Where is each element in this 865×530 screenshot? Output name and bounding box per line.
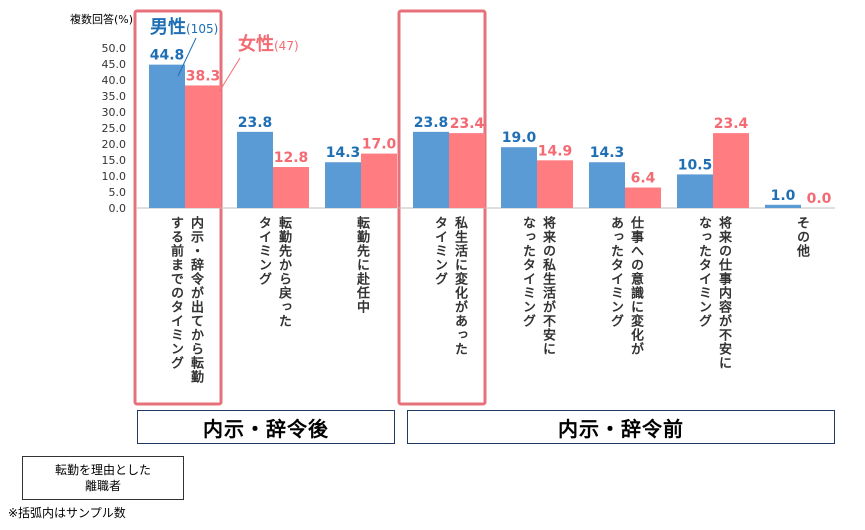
category-label-line: あったタイミング	[608, 216, 623, 328]
y-tick-label: 40.0	[102, 74, 127, 87]
category-label-line: 転勤先に赴任中	[354, 216, 369, 314]
category-label-line: 私生活に変化があった	[452, 216, 467, 356]
category-label: その他	[791, 216, 811, 258]
category-label-line: タイミング	[432, 216, 447, 286]
bar-male	[765, 204, 801, 208]
data-label: 0.0	[807, 191, 832, 207]
bar-female	[273, 167, 309, 208]
data-label: 14.3	[590, 145, 625, 161]
data-label: 23.4	[450, 116, 485, 132]
category-label: 私生活に変化があった タイミング	[429, 216, 469, 356]
bar-male	[325, 162, 361, 208]
legend-female-leader	[218, 57, 241, 93]
data-label: 23.4	[714, 116, 749, 132]
y-tick-label: 30.0	[102, 106, 127, 119]
y-tick-label: 10.0	[102, 170, 127, 183]
group-label-after: 内示・辞令後	[137, 410, 395, 444]
category-label-line: 仕事への意識に変化が	[628, 216, 643, 356]
data-label: 17.0	[362, 137, 397, 153]
bar-male	[501, 147, 537, 208]
data-label: 19.0	[502, 130, 537, 146]
bar-female	[537, 160, 573, 208]
y-tick-label: 45.0	[102, 58, 127, 71]
category-label: 将来の仕事内容が不安に なったタイミング	[693, 216, 733, 370]
bar-male	[677, 174, 713, 208]
data-label: 38.3	[186, 68, 221, 84]
data-label: 44.8	[150, 48, 185, 64]
y-tick-label: 5.0	[109, 186, 127, 199]
bar-female	[185, 85, 221, 208]
footnote: ※括弧内はサンプル数	[8, 506, 126, 520]
data-label: 14.9	[538, 143, 573, 159]
y-tick-label: 25.0	[102, 122, 127, 135]
category-label-line: なったタイミング	[520, 216, 535, 328]
data-label: 23.8	[414, 115, 449, 131]
bar-chart: 複数回答(%) 50.0 45.0 40.0 35.0 30.0 25.0 20.0 15.0…	[70, 9, 835, 406]
y-axis-ticks: 50.0 45.0 40.0 35.0 30.0 25.0 20.0 15.0 10.0 5.0 0…	[102, 42, 127, 215]
data-label: 14.3	[326, 145, 361, 161]
legend: 男性(105) 女性(47)	[150, 16, 299, 93]
category-label: 仕事への意識に変化が あったタイミング	[605, 216, 645, 356]
group-label-before: 内示・辞令前	[407, 410, 835, 444]
category-label-line: なったタイミング	[696, 216, 711, 328]
category-label-line: 将来の仕事内容が不安に	[716, 216, 731, 370]
y-tick-label: 20.0	[102, 138, 127, 151]
bar-male	[413, 131, 449, 208]
category-label-line: その他	[794, 216, 809, 258]
category-label: 将来の私生活が不安に なったタイミング	[517, 216, 557, 356]
y-tick-label: 35.0	[102, 90, 127, 103]
category-label: 転勤先に赴任中	[351, 216, 371, 314]
category-label-line: する前までのタイミング	[168, 216, 183, 370]
data-labels: 44.838.323.812.8 14.317.023.8 23.419.014.9…	[150, 48, 832, 207]
y-tick-label: 0.0	[109, 202, 127, 215]
bars	[149, 64, 801, 208]
data-label: 1.0	[771, 188, 796, 204]
bar-female	[625, 187, 661, 208]
bar-female	[361, 153, 397, 208]
category-label-line: 転勤先から戻った	[276, 216, 291, 328]
y-tick-label: 15.0	[102, 154, 127, 167]
category-label: 転勤先から戻った タイミング	[253, 216, 293, 328]
y-axis-title: 複数回答(%)	[70, 12, 133, 26]
bar-male	[589, 162, 625, 208]
y-tick-label: 50.0	[102, 42, 127, 55]
legend-female: 女性(47)	[238, 33, 299, 55]
category-label-line: 内示・辞令が出てから転勤	[188, 216, 203, 384]
legend-male: 男性(105)	[150, 16, 218, 38]
data-label: 10.5	[678, 157, 713, 173]
data-label: 12.8	[274, 150, 309, 166]
category-label-line: 将来の私生活が不安に	[540, 216, 555, 356]
note-box: 転勤を理由とした 離職者	[22, 456, 184, 500]
bar-female	[713, 133, 749, 208]
bar-male	[149, 64, 185, 208]
category-label: 内示・辞令が出てから転勤 する前までのタイミング	[165, 216, 205, 384]
bar-female	[449, 133, 485, 208]
data-label: 23.8	[238, 115, 273, 131]
legend-male-leader	[177, 37, 197, 77]
category-label-line: タイミング	[256, 216, 271, 286]
data-label: 6.4	[631, 171, 656, 187]
bar-male	[237, 131, 273, 208]
